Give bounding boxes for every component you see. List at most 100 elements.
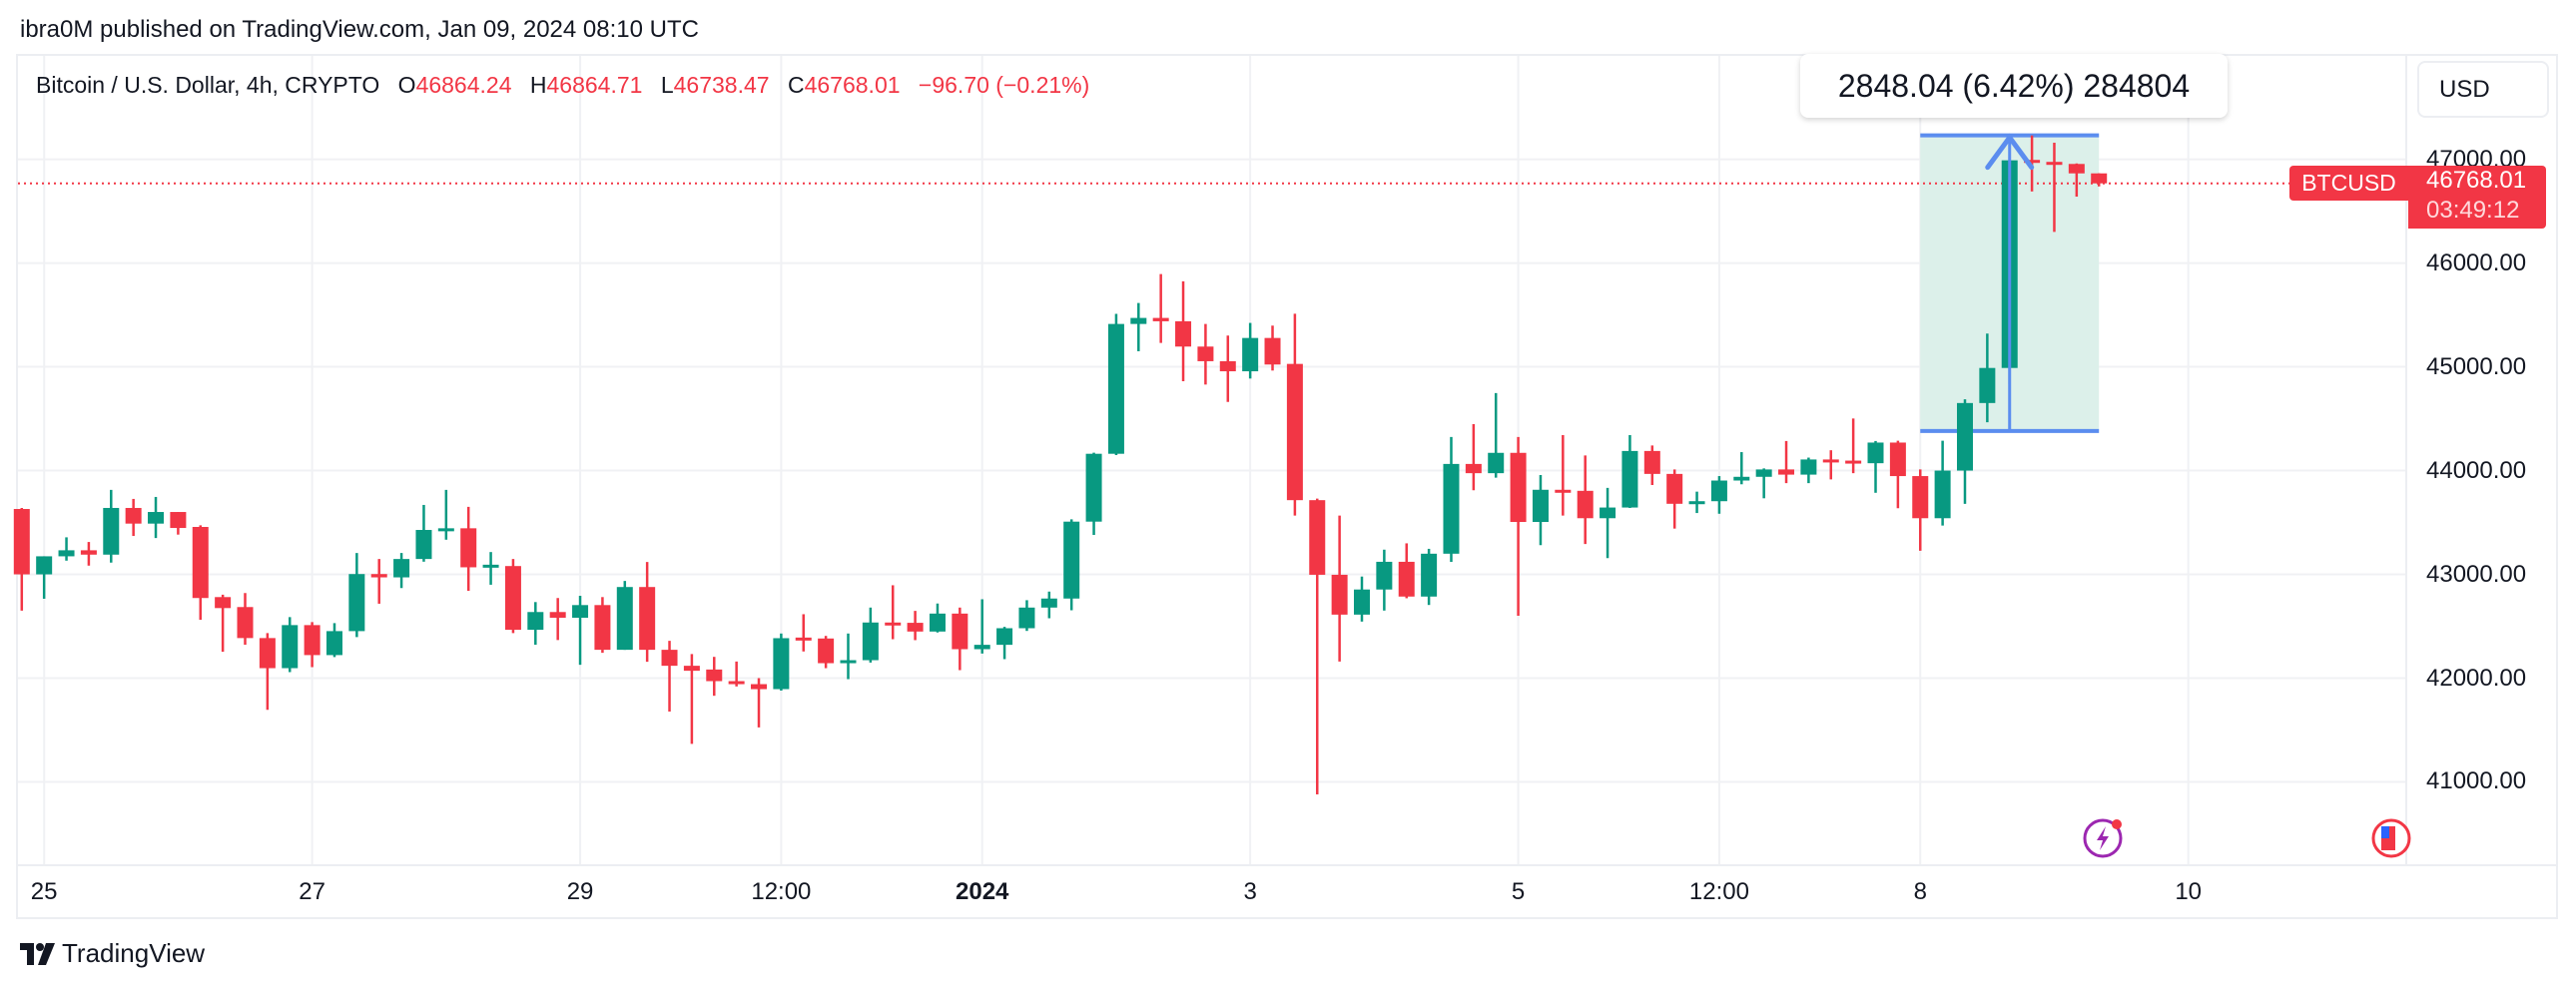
candle[interactable]: [1600, 487, 1616, 559]
candle[interactable]: [80, 542, 97, 566]
candle[interactable]: [706, 657, 723, 697]
candle[interactable]: [2091, 173, 2108, 187]
close-value: 46768.01: [804, 72, 901, 98]
candle[interactable]: [2068, 163, 2085, 198]
candle[interactable]: [1666, 469, 1683, 529]
candle[interactable]: [1577, 455, 1594, 545]
candle[interactable]: [996, 627, 1013, 660]
candle[interactable]: [973, 599, 990, 654]
candle[interactable]: [13, 507, 30, 611]
candle[interactable]: [818, 636, 835, 669]
candle[interactable]: [1979, 333, 1996, 423]
candle[interactable]: [1197, 323, 1214, 385]
candle[interactable]: [1398, 543, 1415, 599]
tradingview-logo[interactable]: TradingView: [20, 938, 205, 969]
candle[interactable]: [616, 581, 633, 651]
candle[interactable]: [929, 603, 946, 633]
candle[interactable]: [1443, 436, 1460, 562]
candle[interactable]: [192, 525, 209, 620]
candle[interactable]: [751, 678, 768, 728]
candle[interactable]: [1085, 452, 1102, 536]
candle[interactable]: [415, 504, 432, 562]
candle[interactable]: [1510, 436, 1527, 617]
candle[interactable]: [1242, 322, 1259, 379]
candle[interactable]: [215, 594, 232, 653]
candle[interactable]: [862, 607, 879, 663]
candle[interactable]: [1488, 392, 1505, 478]
candle[interactable]: [259, 633, 276, 711]
candle[interactable]: [437, 489, 454, 540]
symbol-price-tag: BTCUSD: [2289, 166, 2408, 201]
candle[interactable]: [370, 559, 387, 604]
time-tick-label: 5: [1511, 878, 1526, 905]
candle[interactable]: [840, 633, 857, 680]
candle[interactable]: [1845, 418, 1862, 474]
candle[interactable]: [58, 537, 75, 561]
candle[interactable]: [1867, 440, 1884, 493]
candle[interactable]: [348, 553, 365, 638]
candle[interactable]: [282, 617, 299, 673]
symbol-description[interactable]: Bitcoin / U.S. Dollar, 4h, CRYPTO: [36, 72, 380, 98]
candle[interactable]: [728, 661, 745, 687]
candle[interactable]: [952, 607, 968, 671]
candle[interactable]: [1309, 498, 1326, 794]
candle[interactable]: [2046, 142, 2063, 233]
candle[interactable]: [594, 597, 611, 654]
candle[interactable]: [1107, 313, 1124, 455]
candle[interactable]: [1800, 457, 1817, 484]
candle[interactable]: [1286, 313, 1303, 516]
candle[interactable]: [1889, 440, 1906, 509]
candle[interactable]: [1643, 445, 1660, 485]
candle[interactable]: [907, 611, 924, 641]
candle[interactable]: [1956, 399, 1973, 504]
candle[interactable]: [103, 489, 120, 563]
candle[interactable]: [170, 512, 187, 535]
candle[interactable]: [1778, 440, 1795, 484]
candle[interactable]: [885, 585, 902, 640]
candle[interactable]: [795, 614, 812, 652]
candle[interactable]: [1063, 519, 1080, 611]
candle[interactable]: [1376, 549, 1393, 611]
candle[interactable]: [148, 496, 165, 539]
candle[interactable]: [2024, 135, 2041, 192]
candle[interactable]: [1152, 273, 1169, 343]
candle[interactable]: [36, 556, 53, 599]
candle[interactable]: [1710, 476, 1727, 514]
candle[interactable]: [683, 654, 700, 744]
candle[interactable]: [639, 562, 656, 663]
candle[interactable]: [304, 622, 321, 668]
candle[interactable]: [1264, 325, 1281, 371]
currency-button[interactable]: USD: [2417, 61, 2549, 118]
candle[interactable]: [1465, 423, 1482, 491]
candle[interactable]: [1018, 600, 1035, 632]
candle[interactable]: [661, 641, 678, 712]
candle[interactable]: [1354, 576, 1370, 622]
candle[interactable]: [1555, 434, 1572, 516]
candle[interactable]: [482, 552, 499, 585]
candle[interactable]: [1934, 440, 1951, 526]
candle[interactable]: [1040, 591, 1057, 619]
candle[interactable]: [1175, 280, 1192, 382]
candle[interactable]: [1532, 475, 1549, 546]
candle[interactable]: [1421, 548, 1438, 606]
candle[interactable]: [1733, 452, 1750, 485]
candle[interactable]: [1688, 491, 1705, 514]
candle[interactable]: [527, 602, 544, 646]
candle[interactable]: [1130, 302, 1147, 351]
candle[interactable]: [1621, 434, 1638, 508]
candle[interactable]: [325, 623, 342, 658]
candle[interactable]: [125, 498, 142, 537]
candle[interactable]: [1912, 469, 1929, 551]
candle[interactable]: [773, 633, 790, 691]
candle[interactable]: [1219, 335, 1236, 402]
candle[interactable]: [1822, 450, 1839, 480]
candle[interactable]: [1755, 468, 1772, 499]
candle[interactable]: [549, 598, 566, 641]
candle[interactable]: [504, 559, 521, 634]
candle[interactable]: [393, 553, 410, 589]
candle[interactable]: [572, 595, 589, 666]
candle[interactable]: [237, 593, 254, 646]
candle[interactable]: [1331, 515, 1348, 662]
candle[interactable]: [460, 506, 477, 591]
